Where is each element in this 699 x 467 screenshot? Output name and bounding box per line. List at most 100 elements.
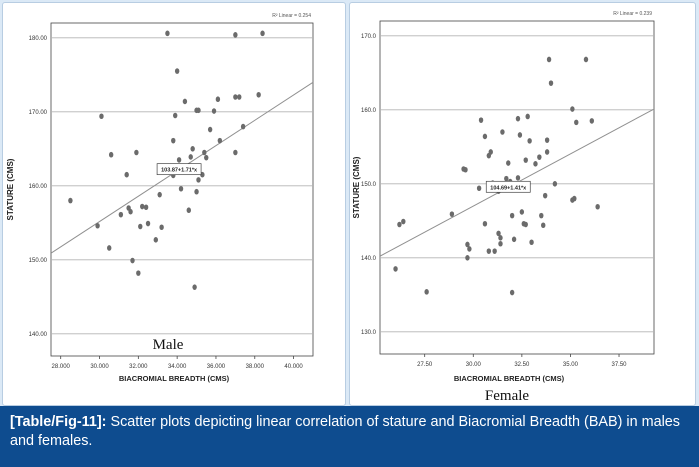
male-equation-label: 103.87+1.71*x <box>161 168 198 174</box>
male-data-point <box>130 257 135 264</box>
female-data-point <box>498 235 503 241</box>
male-chart-panel: 140.00 150.00 160.00 170.00 180.00 28.000 30.0… <box>2 2 346 406</box>
female-data-point <box>463 166 468 173</box>
male-data-point <box>136 270 141 276</box>
female-x-tick-label: 27.50 <box>417 362 433 368</box>
male-x-tick-label: 38.000 <box>246 364 265 370</box>
female-y-axis-label: STATURE (CMS) <box>352 156 361 218</box>
male-r2-label: R² Linear = 0.254 <box>272 13 311 19</box>
male-data-point <box>145 220 151 227</box>
male-data-point <box>171 137 176 144</box>
male-data-point <box>186 207 191 214</box>
male-data-point <box>215 96 221 103</box>
male-data-point <box>143 204 149 211</box>
male-y-tick-label: 150.00 <box>29 258 48 264</box>
male-data-point <box>233 94 238 100</box>
female-data-point <box>482 133 488 140</box>
female-y-tick-label: 130.0 <box>361 330 377 336</box>
male-data-point <box>173 112 178 119</box>
female-y-tick-label: 170.0 <box>361 34 377 40</box>
male-equation-box <box>156 163 202 176</box>
female-data-point <box>509 289 515 296</box>
female-data-point <box>511 236 517 243</box>
female-data-point <box>478 117 484 123</box>
male-data-point <box>192 284 197 290</box>
male-data-point <box>207 126 213 133</box>
female-y-tick-label: 160.0 <box>361 108 377 114</box>
female-x-axis-label: BIACROMIAL BREADTH (CMS) <box>454 374 565 383</box>
male-data-point <box>202 149 207 156</box>
female-data-point <box>542 192 548 199</box>
female-data-point <box>589 118 595 124</box>
female-y-tick-label: 150.0 <box>361 182 377 188</box>
male-chart-caption: Male <box>153 337 184 353</box>
female-data-point <box>523 157 528 163</box>
male-y-tick-label: 160.00 <box>29 184 48 190</box>
female-data-point <box>424 289 429 295</box>
female-data-point <box>500 129 505 135</box>
figure-caption: [Table/Fig-11]: Scatter plots depicting … <box>0 406 699 467</box>
female-data-point <box>509 212 515 219</box>
female-data-point <box>465 255 470 261</box>
female-chart-caption: Female <box>485 388 529 404</box>
female-equation-label: 104.69+1.41*x <box>490 185 527 191</box>
male-data-point <box>128 208 133 215</box>
male-data-point <box>174 68 180 74</box>
female-data-point <box>544 137 550 143</box>
female-data-point <box>523 221 528 228</box>
male-data-point <box>99 113 104 120</box>
male-data-point <box>108 151 114 158</box>
female-data-point <box>449 211 455 217</box>
male-x-tick-label: 32.000 <box>129 364 148 370</box>
figure-caption-label: [Table/Fig-11]: <box>10 414 107 430</box>
female-data-point <box>533 161 538 167</box>
female-scatter-plot: 130.0 140.0 150.0 160.0 170.0 27.50 30.00 32.50… <box>352 11 655 404</box>
male-data-point <box>188 154 193 160</box>
male-x-tick-label: 28.000 <box>52 364 71 370</box>
male-scatter-plot: 140.00 150.00 160.00 170.00 180.00 28.000 30.0… <box>6 13 314 383</box>
male-data-point <box>178 185 184 192</box>
male-data-point <box>204 154 209 161</box>
female-r2-label: R² Linear = 0.239 <box>613 11 652 17</box>
female-data-point <box>525 113 530 120</box>
male-x-tick-label: 40.000 <box>284 364 303 370</box>
male-y-tick-label: 140.00 <box>29 332 48 338</box>
female-x-tick-label: 30.00 <box>466 362 482 368</box>
female-data-point <box>498 240 503 247</box>
female-data-point <box>393 266 398 272</box>
male-data-point <box>196 107 201 114</box>
female-x-tick-label: 37.50 <box>612 362 628 368</box>
male-data-point <box>211 108 217 114</box>
female-data-point <box>541 222 546 229</box>
male-data-point <box>260 30 265 37</box>
male-data-point <box>138 223 143 230</box>
female-y-tick-label: 140.0 <box>361 256 377 262</box>
male-plot-frame <box>50 22 314 357</box>
female-data-point <box>488 149 493 155</box>
female-data-point <box>570 106 575 112</box>
female-data-point <box>465 241 470 248</box>
male-x-axis-label: BIACROMIAL BREADTH (CMS) <box>119 374 230 383</box>
male-data-point <box>68 197 73 204</box>
female-data-point <box>476 185 482 192</box>
female-equation-box <box>485 180 531 193</box>
female-data-point <box>486 248 492 254</box>
male-data-point <box>165 30 170 37</box>
male-data-point <box>190 146 195 152</box>
female-data-point <box>515 115 521 122</box>
female-data-point <box>544 149 550 155</box>
male-data-point <box>217 137 223 144</box>
female-data-point <box>595 203 600 210</box>
female-data-point <box>529 239 534 246</box>
female-data-point <box>548 80 554 86</box>
female-data-point <box>397 221 402 228</box>
female-data-point <box>517 132 523 138</box>
male-data-point <box>134 149 139 156</box>
male-data-point <box>107 245 112 251</box>
male-x-tick-label: 34.000 <box>168 364 187 370</box>
male-data-point <box>140 203 145 210</box>
female-data-point <box>482 220 488 227</box>
female-data-point <box>527 138 532 144</box>
female-data-point <box>506 160 511 166</box>
female-data-point <box>492 248 497 254</box>
